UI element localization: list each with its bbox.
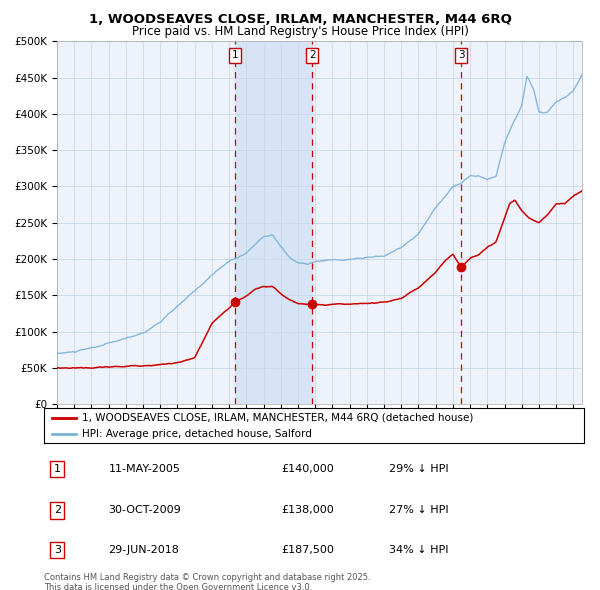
Text: 1: 1 <box>232 50 239 60</box>
Text: 1, WOODSEAVES CLOSE, IRLAM, MANCHESTER, M44 6RQ: 1, WOODSEAVES CLOSE, IRLAM, MANCHESTER, … <box>89 13 511 26</box>
Text: 2: 2 <box>309 50 316 60</box>
Text: Price paid vs. HM Land Registry's House Price Index (HPI): Price paid vs. HM Land Registry's House … <box>131 25 469 38</box>
Text: 29% ↓ HPI: 29% ↓ HPI <box>389 464 449 474</box>
Text: 3: 3 <box>458 50 464 60</box>
Text: 2: 2 <box>54 506 61 515</box>
Text: 1: 1 <box>54 464 61 474</box>
Text: 29-JUN-2018: 29-JUN-2018 <box>109 545 179 555</box>
Bar <box>235 41 312 404</box>
Text: 1, WOODSEAVES CLOSE, IRLAM, MANCHESTER, M44 6RQ (detached house): 1, WOODSEAVES CLOSE, IRLAM, MANCHESTER, … <box>82 413 473 423</box>
Text: Contains HM Land Registry data © Crown copyright and database right 2025.: Contains HM Land Registry data © Crown c… <box>44 573 370 582</box>
Text: £140,000: £140,000 <box>281 464 334 474</box>
Text: This data is licensed under the Open Government Licence v3.0.: This data is licensed under the Open Gov… <box>44 583 312 590</box>
Text: 30-OCT-2009: 30-OCT-2009 <box>109 506 181 515</box>
Text: 34% ↓ HPI: 34% ↓ HPI <box>389 545 449 555</box>
Text: HPI: Average price, detached house, Salford: HPI: Average price, detached house, Salf… <box>82 429 311 439</box>
Text: 27% ↓ HPI: 27% ↓ HPI <box>389 506 449 515</box>
Text: 3: 3 <box>54 545 61 555</box>
Text: £187,500: £187,500 <box>281 545 334 555</box>
Text: 11-MAY-2005: 11-MAY-2005 <box>109 464 181 474</box>
Text: £138,000: £138,000 <box>281 506 334 515</box>
